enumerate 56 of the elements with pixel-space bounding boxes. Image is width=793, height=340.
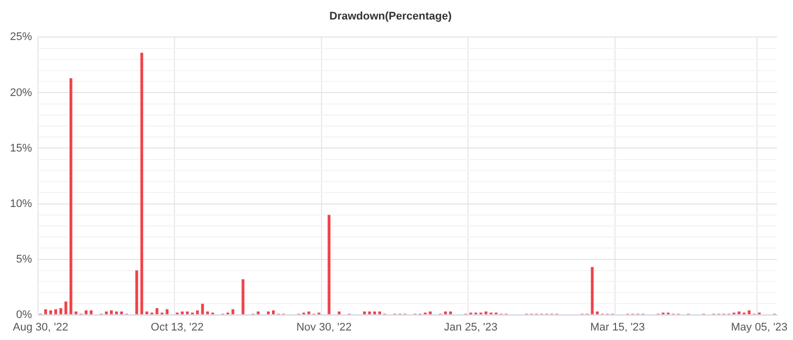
bar	[104, 311, 108, 314]
bar	[90, 310, 93, 314]
bar	[64, 301, 68, 314]
bar	[363, 311, 366, 314]
bar	[84, 310, 88, 314]
bar	[272, 310, 275, 314]
bar	[145, 311, 148, 314]
bar	[428, 311, 432, 314]
bar	[120, 311, 123, 314]
bar	[307, 311, 310, 314]
bar	[54, 309, 58, 314]
y-tick-label: 20%	[10, 86, 32, 99]
bar	[206, 311, 209, 314]
bar	[242, 279, 244, 314]
bar	[59, 308, 62, 314]
x-tick-label: Mar 15, '23	[590, 321, 645, 334]
x-tick-label: Jan 25, '23	[444, 321, 498, 334]
bar	[74, 311, 78, 314]
bar	[596, 311, 599, 314]
bar	[748, 310, 751, 314]
bar	[180, 311, 184, 314]
bar	[166, 309, 168, 314]
bar	[256, 311, 260, 314]
y-tick-label: 15%	[10, 142, 32, 154]
x-tick-label: May 05, '23	[731, 321, 788, 334]
bar	[368, 311, 371, 314]
bar	[196, 310, 199, 314]
bar	[70, 78, 72, 314]
bar	[449, 311, 452, 314]
bar	[156, 308, 158, 314]
bar	[49, 310, 52, 314]
bar	[328, 214, 330, 314]
bar	[738, 311, 740, 314]
y-tick-label: 5%	[16, 253, 32, 266]
y-tick-label: 0%	[16, 308, 32, 321]
x-tick-label: Aug 30, '22	[12, 321, 68, 334]
y-tick-label: 25%	[10, 31, 32, 44]
bar	[186, 311, 189, 314]
bar	[266, 311, 270, 314]
bar	[378, 311, 382, 314]
bar	[110, 310, 113, 314]
x-tick-label: Nov 30, '22	[296, 321, 352, 334]
y-tick-label: 10%	[10, 198, 32, 210]
chart-title: Drawdown(Percentage)	[329, 10, 452, 23]
bar	[201, 304, 204, 314]
bar	[484, 311, 488, 314]
bar	[338, 311, 341, 314]
bar	[135, 270, 138, 314]
bar	[231, 309, 234, 314]
bar	[373, 311, 376, 314]
bar	[140, 52, 144, 314]
bar	[444, 311, 447, 314]
x-tick-label: Oct 13, '22	[150, 321, 204, 334]
bar	[115, 311, 118, 314]
bar	[590, 267, 594, 314]
bar	[44, 309, 47, 314]
